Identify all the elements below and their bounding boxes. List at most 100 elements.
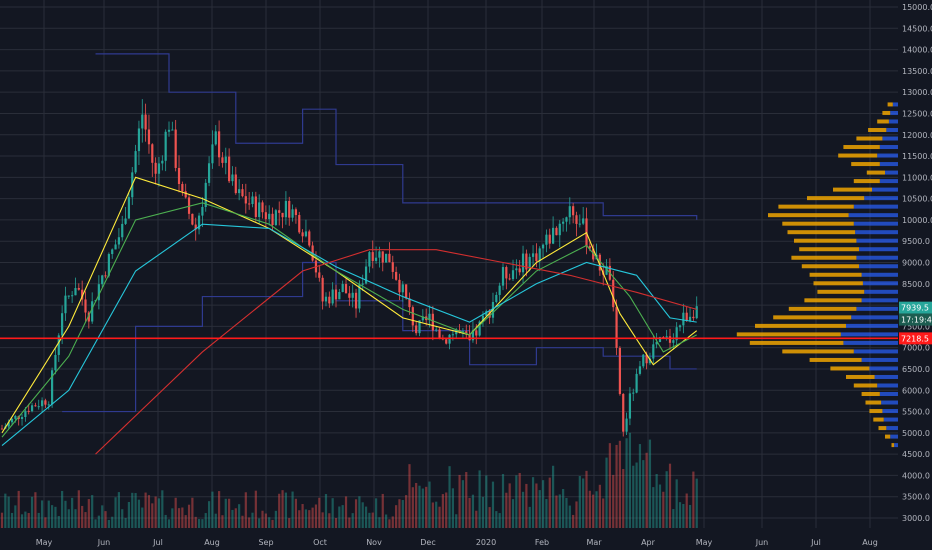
candle-body xyxy=(618,347,621,394)
price-tick-label: 4500.0 xyxy=(902,450,930,459)
volume-bar xyxy=(288,518,291,528)
volume-bar xyxy=(572,514,575,528)
volume-bar xyxy=(87,499,90,528)
profile-bar-down xyxy=(861,272,898,277)
level-price-tag-bg xyxy=(899,332,932,345)
profile-bar-up xyxy=(799,247,859,252)
volume-bar xyxy=(224,498,227,528)
profile-bar-up xyxy=(882,110,891,115)
candle-body xyxy=(682,312,685,326)
volume-bar xyxy=(381,493,384,528)
candle-body xyxy=(505,267,508,279)
volume-bar xyxy=(204,513,207,528)
volume-bar xyxy=(157,498,161,528)
candle-body xyxy=(625,418,628,432)
volume-bar xyxy=(364,506,368,528)
candle-body xyxy=(552,227,555,244)
profile-bar-down xyxy=(869,366,898,371)
profile-bar-down xyxy=(859,247,898,252)
candle-body xyxy=(448,334,451,344)
profile-bar-up xyxy=(817,289,865,294)
candle-body xyxy=(157,163,161,174)
candle-body xyxy=(248,203,251,205)
profile-bar-down xyxy=(879,179,898,184)
candle-body xyxy=(37,406,40,408)
volume-bar xyxy=(194,516,197,528)
candle-body xyxy=(54,354,57,371)
profile-bar-down xyxy=(883,417,898,422)
candle-body xyxy=(34,405,37,407)
volume-bar xyxy=(291,491,294,528)
volume-bar xyxy=(491,481,495,528)
volume-bar xyxy=(648,439,652,528)
candle-body xyxy=(598,254,601,271)
candle-body xyxy=(348,293,351,298)
volume-bar xyxy=(678,502,682,528)
volume-bar xyxy=(578,476,581,528)
candle-body xyxy=(40,400,44,407)
candle-body xyxy=(331,289,334,304)
volume-bar xyxy=(328,513,331,528)
volume-bar xyxy=(391,516,394,528)
candle-body xyxy=(288,200,291,218)
candle-body xyxy=(147,129,151,145)
profile-bar-up xyxy=(794,238,857,243)
volume-bar xyxy=(341,505,344,528)
profile-bar-up xyxy=(813,281,863,286)
candle-body xyxy=(615,307,618,348)
level-price-tag: 7218.5 xyxy=(901,334,929,343)
candle-body xyxy=(14,415,17,419)
volume-bar xyxy=(538,490,541,528)
candle-body xyxy=(525,253,528,270)
profile-bar-down xyxy=(846,323,898,328)
candle-body xyxy=(638,366,642,374)
volume-bar xyxy=(598,484,601,528)
candle-body xyxy=(234,174,237,194)
volume-bar xyxy=(478,470,481,528)
candle-body xyxy=(207,163,211,183)
volume-bar xyxy=(685,493,688,528)
candle-body xyxy=(481,315,485,322)
profile-bar-up xyxy=(853,179,880,184)
profile-bar-down xyxy=(877,153,898,158)
volume-bar xyxy=(261,510,264,528)
candle-body xyxy=(545,234,548,245)
candle-body xyxy=(218,131,221,158)
volume-bar xyxy=(244,492,247,528)
price-tick-label: 11500.0 xyxy=(902,152,932,161)
profile-bar-up xyxy=(846,374,875,379)
profile-bar-up xyxy=(887,102,893,107)
candle-body xyxy=(555,227,558,236)
volume-bar xyxy=(655,473,658,528)
time-axis[interactable]: May Jun Jul Aug Sep Oct Nov Dec 2020 Feb Mar Apr May… xyxy=(36,538,878,547)
candle-body xyxy=(107,254,110,276)
candle-body xyxy=(101,275,104,285)
candle-body xyxy=(134,151,137,173)
profile-bar-up xyxy=(830,366,870,371)
candle-body xyxy=(475,330,478,336)
volume-bar xyxy=(451,488,454,528)
volume-bar xyxy=(81,505,84,528)
volume-bar xyxy=(358,496,361,528)
candle-body xyxy=(308,231,311,246)
candle-body xyxy=(371,252,374,261)
profile-bar-down xyxy=(886,127,898,132)
candle-body xyxy=(628,393,632,419)
volume-bar xyxy=(187,504,191,528)
candle-body xyxy=(181,183,184,192)
volume-bar xyxy=(608,443,611,528)
volume-bar xyxy=(171,508,174,528)
moving-average-line xyxy=(95,249,697,455)
volume-bar xyxy=(548,477,551,528)
candle-body xyxy=(511,270,515,280)
volume-bar xyxy=(318,497,321,528)
candle-body xyxy=(351,292,354,298)
candle-body xyxy=(261,202,264,213)
profile-bar-down xyxy=(856,255,898,260)
volume-bar xyxy=(371,512,374,528)
candle-body xyxy=(568,206,571,218)
volume-bar xyxy=(682,503,685,528)
volume-bar xyxy=(284,492,287,528)
